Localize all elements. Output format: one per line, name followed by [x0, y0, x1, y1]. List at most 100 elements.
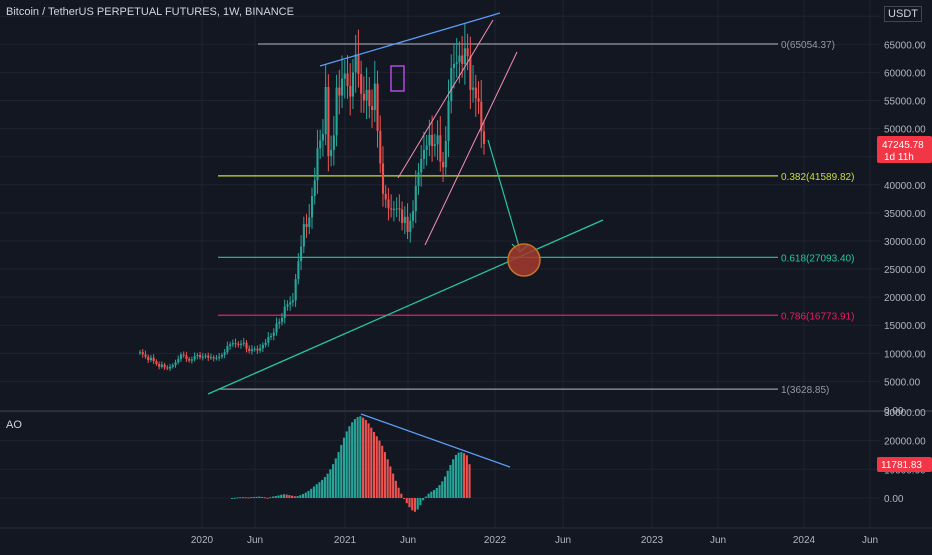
candle-body [474, 87, 477, 99]
candle-body [207, 355, 210, 358]
countdown-label: 1d 11h [884, 152, 914, 163]
candle-body [256, 348, 259, 351]
time-tick-label: Jun [400, 535, 416, 546]
price-tick-label: 65000.00 [884, 40, 926, 51]
price-tick-label: 50000.00 [884, 125, 926, 136]
time-tick-label: 2022 [484, 535, 507, 546]
time-tick-label: 2023 [641, 535, 664, 546]
candle-body [412, 211, 415, 221]
currency-button[interactable]: USDT [884, 6, 922, 22]
candle-body [472, 87, 475, 90]
ao-bar [288, 495, 291, 498]
price-tick-label: 0.00 [884, 406, 904, 417]
candle-body [321, 134, 325, 141]
candle-body [379, 130, 382, 164]
ao-bar [296, 495, 299, 498]
candle-body [371, 106, 374, 111]
ao-bar [400, 493, 403, 498]
candle-body [390, 208, 393, 210]
projection-arrow [487, 139, 521, 251]
fib-label: 0(65054.37) [781, 40, 835, 51]
candles [139, 22, 486, 371]
candle-body [240, 343, 243, 345]
candle-body [209, 357, 213, 359]
price-tick-label: 55000.00 [884, 97, 926, 108]
candle-body [365, 89, 368, 101]
fib-levels: 0(65054.37) 0.382(41589.82) 0.618(27093.40… [218, 40, 854, 396]
ao-bar [383, 452, 386, 498]
candle-body [188, 358, 191, 361]
ao-bar [408, 498, 411, 508]
candle-body [466, 48, 469, 57]
candle-body [289, 302, 292, 305]
candle-body [204, 355, 207, 357]
candle-body [368, 89, 371, 107]
candle-body [406, 216, 409, 232]
ao-bar [280, 494, 283, 498]
ao-bar [433, 489, 436, 498]
candle-body [319, 140, 322, 149]
trendline-support [207, 219, 604, 395]
candle-body [360, 74, 363, 94]
ao-bar [381, 445, 384, 498]
candle-body [220, 355, 223, 357]
ao-bar [353, 419, 356, 498]
candle-body [422, 149, 426, 159]
ao-bar [345, 431, 348, 498]
ao-bar [241, 497, 245, 499]
ao-bar [323, 477, 326, 498]
candle-body [234, 343, 237, 345]
candle-body [163, 364, 166, 368]
candle-body [362, 93, 365, 101]
candle-body [231, 343, 234, 345]
ao-bar [332, 464, 335, 498]
candle-body [264, 342, 267, 345]
candle-body [226, 346, 229, 353]
candle-body [215, 357, 218, 359]
candle-body [332, 135, 335, 150]
candle-body [455, 62, 458, 64]
fib-label: 0.618(27093.40) [781, 253, 854, 264]
ao-bar [285, 494, 288, 498]
ao-bar [231, 498, 234, 499]
candle-body [223, 352, 226, 356]
candle-body [158, 363, 161, 367]
ao-bar [340, 444, 343, 498]
ao-bar [427, 493, 430, 498]
price-tick-label: 60000.00 [884, 68, 926, 79]
ao-bar [449, 464, 452, 498]
time-axis: 2020 Jun 2021 Jun 2022 Jun 2023 Jun 2024 Jun [191, 535, 878, 546]
candle-body [242, 342, 245, 344]
ao-bar [375, 436, 378, 498]
ao-bar [397, 487, 400, 498]
candle-body [351, 72, 355, 97]
candle-body [338, 87, 341, 96]
candle-body [275, 323, 278, 333]
candle-body [316, 148, 319, 181]
candle-body [272, 332, 275, 336]
candle-body [283, 306, 286, 318]
ao-bar [299, 495, 302, 498]
ao-bar [293, 496, 296, 498]
candle-body [450, 67, 453, 102]
price-tick-label: 40000.00 [884, 181, 926, 192]
trendline-top [319, 12, 501, 67]
ao-bar [378, 440, 381, 498]
candle-body [357, 54, 360, 75]
time-tick-label: Jun [710, 535, 726, 546]
price-tick-label: 10000.00 [884, 349, 926, 360]
candle-body [297, 261, 300, 280]
ao-bar [394, 480, 397, 498]
drawings[interactable] [207, 12, 604, 468]
candle-body [310, 196, 314, 218]
candle-body [261, 344, 264, 349]
ao-bar [443, 476, 447, 498]
price-axis: 5000.00 10000.00 15000.00 20000.00 25000.00 3… [884, 12, 926, 417]
price-tick-label: 5000.00 [884, 377, 921, 388]
ao-bar [307, 490, 310, 498]
price-tick-label: 35000.00 [884, 209, 926, 220]
ao-bar [301, 493, 305, 498]
candle-body [346, 73, 349, 86]
